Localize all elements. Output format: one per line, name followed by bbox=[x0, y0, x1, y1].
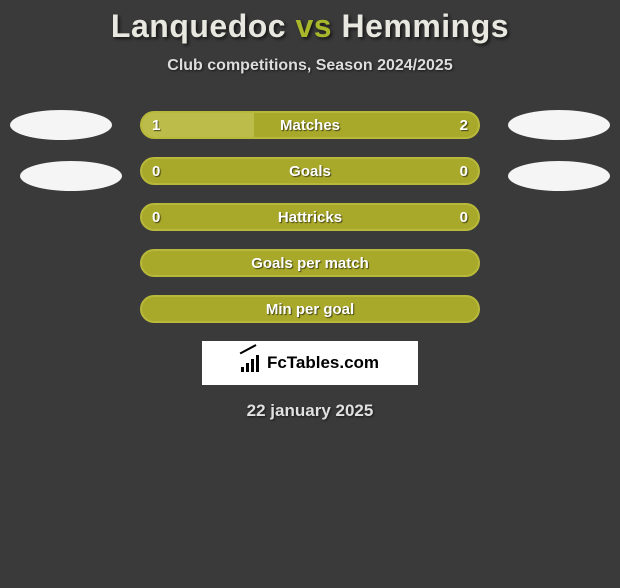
stat-bar: Min per goal bbox=[140, 295, 480, 323]
stat-label: Matches bbox=[142, 117, 478, 134]
stat-bar: 12Matches bbox=[140, 111, 480, 139]
player2-photo-placeholder bbox=[508, 110, 610, 140]
logo-chart-icon bbox=[241, 354, 263, 372]
stat-bars: 12Matches 00Goals 00Hattricks Goals per mat… bbox=[140, 111, 480, 323]
stat-bar: 00Hattricks bbox=[140, 203, 480, 231]
vs-text: vs bbox=[295, 8, 332, 44]
logo-box: FcTables.com bbox=[202, 341, 418, 385]
stat-label: Goals bbox=[142, 163, 478, 180]
stat-label: Hattricks bbox=[142, 209, 478, 226]
comparison-title: Lanquedoc vs Hemmings bbox=[0, 8, 620, 45]
player2-name: Hemmings bbox=[341, 8, 509, 44]
stat-label: Min per goal bbox=[142, 301, 478, 318]
stat-bar: Goals per match bbox=[140, 249, 480, 277]
subtitle: Club competitions, Season 2024/2025 bbox=[0, 57, 620, 75]
stat-label: Goals per match bbox=[142, 255, 478, 272]
date: 22 january 2025 bbox=[0, 401, 620, 421]
player2-club-placeholder bbox=[508, 161, 610, 191]
player1-club-placeholder bbox=[20, 161, 122, 191]
comparison-content: 12Matches 00Goals 00Hattricks Goals per mat… bbox=[0, 111, 620, 421]
stat-bar: 00Goals bbox=[140, 157, 480, 185]
player1-photo-placeholder bbox=[10, 110, 112, 140]
logo: FcTables.com bbox=[241, 353, 379, 373]
player1-name: Lanquedoc bbox=[111, 8, 286, 44]
logo-text: FcTables.com bbox=[267, 353, 379, 373]
